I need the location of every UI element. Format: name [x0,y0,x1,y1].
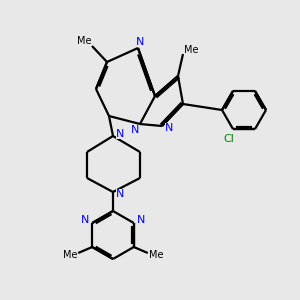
Text: Me: Me [148,250,163,260]
Text: N: N [131,125,139,135]
Text: N: N [136,215,145,225]
Text: N: N [81,215,89,225]
Text: N: N [116,189,124,199]
Text: N: N [165,123,173,133]
Text: N: N [136,37,144,47]
Text: N: N [116,129,124,139]
Text: Me: Me [77,36,91,46]
Text: Cl: Cl [224,134,234,144]
Text: Me: Me [63,250,77,260]
Text: Me: Me [184,45,198,55]
